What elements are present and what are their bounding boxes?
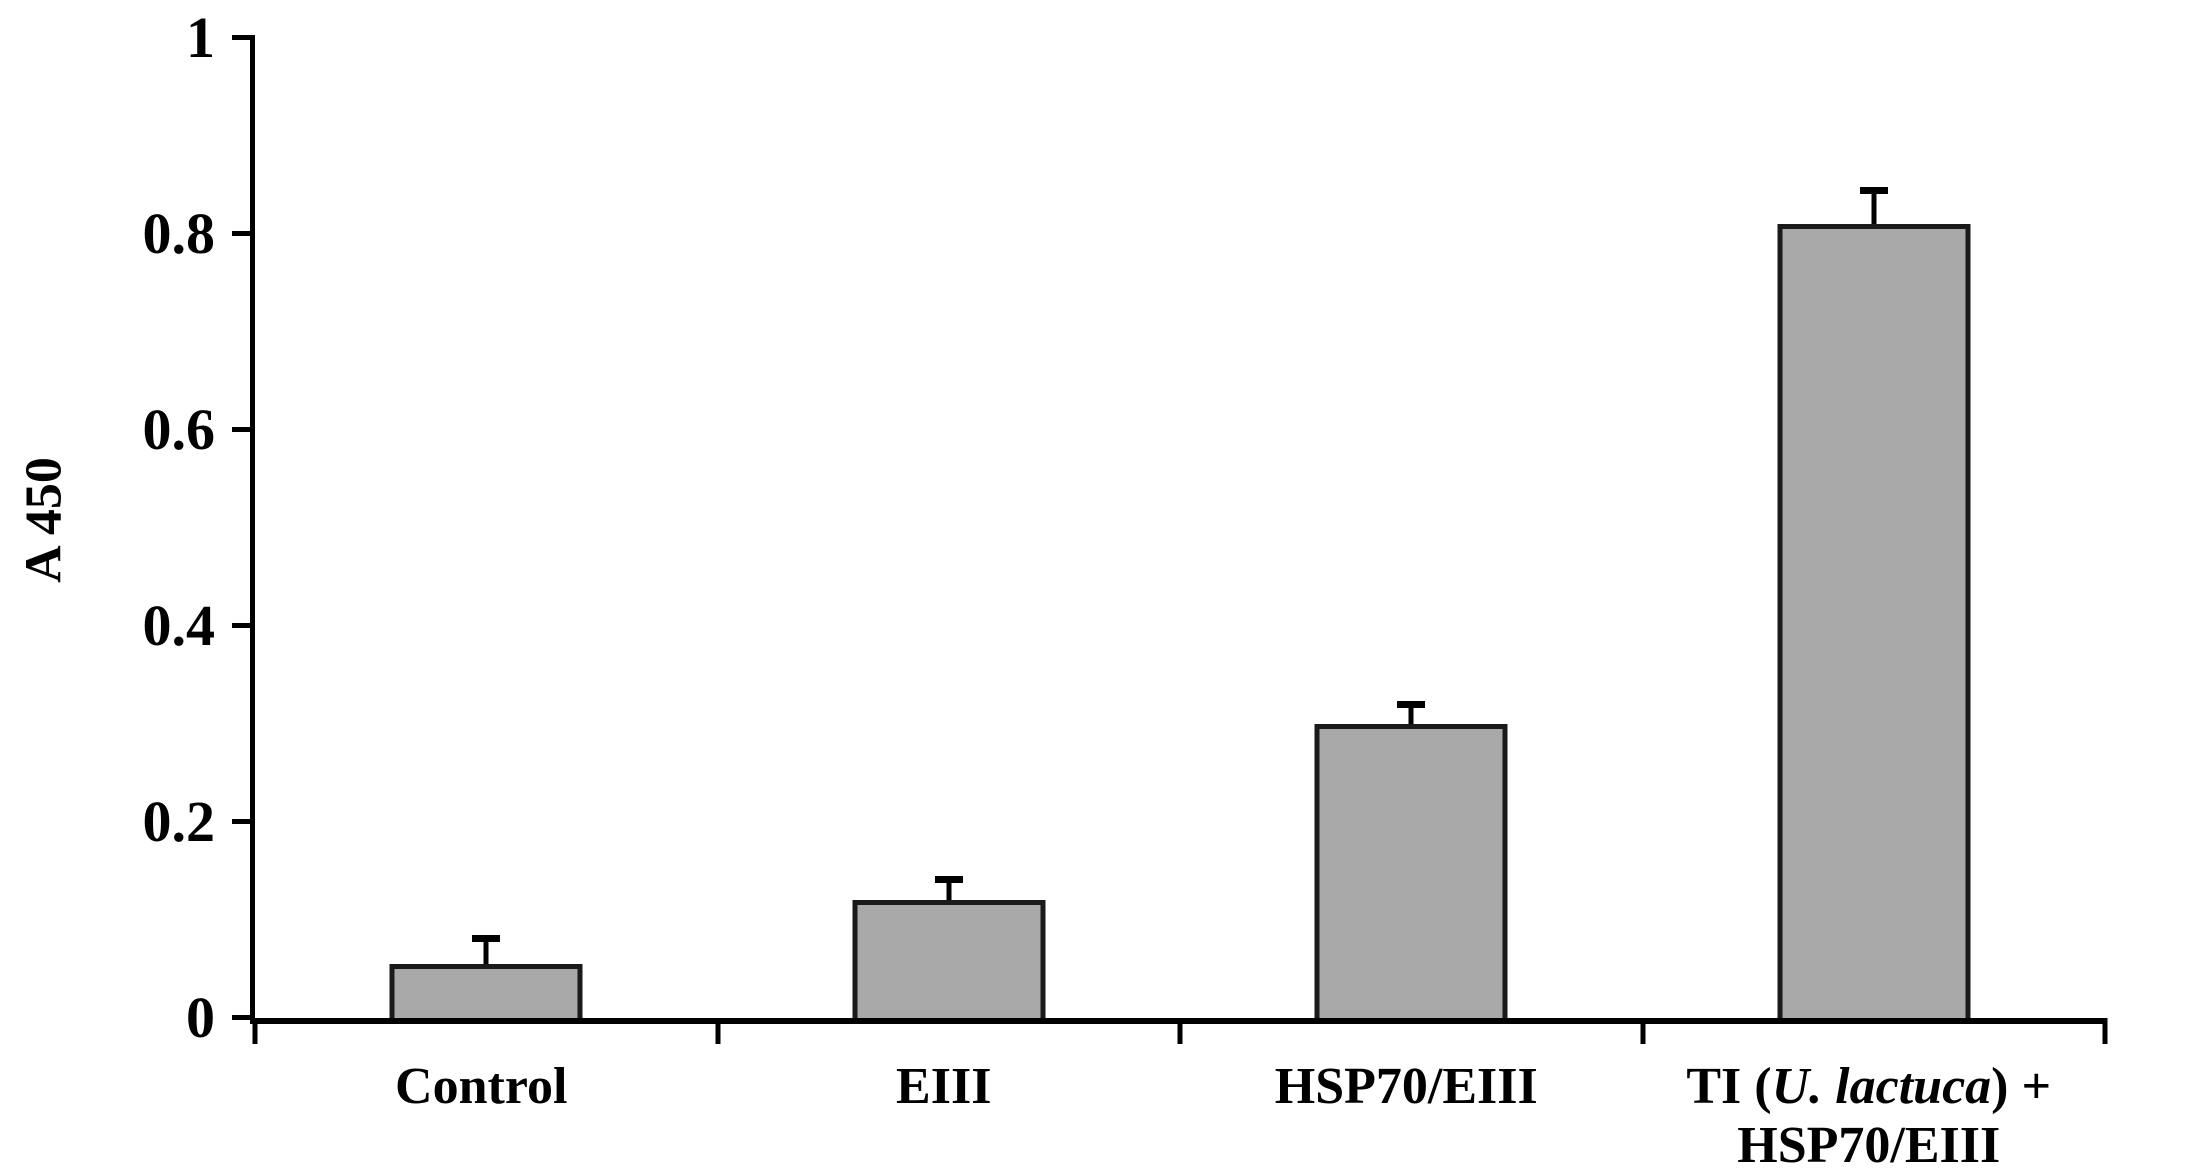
y-axis-tick xyxy=(232,623,255,628)
x-axis-category-label-line: Control xyxy=(395,1058,568,1115)
x-axis-tick xyxy=(2102,1018,2108,1044)
x-axis-category-label: EIII xyxy=(713,1058,1176,1117)
category-cell xyxy=(255,38,718,1018)
y-axis-title: A 450 xyxy=(15,457,73,583)
category-cell xyxy=(1180,38,1643,1018)
bar xyxy=(1314,724,1508,1018)
error-bar-cap xyxy=(472,934,501,942)
y-axis-tick-label: 0.8 xyxy=(142,201,216,266)
x-axis-category-label: TI (U. lactuca) + HSP70/EIII xyxy=(1638,1058,2101,1176)
x-axis-label-row: Control EIII HSP70/EIII TI (U. lactuca) + HS… xyxy=(250,1058,2100,1176)
x-axis-tick xyxy=(1640,1018,1645,1044)
x-axis-category-label-line: HSP70/EIII xyxy=(1737,1116,2001,1174)
y-axis-tick-label: 0.6 xyxy=(142,397,216,462)
error-bar-cap xyxy=(1397,701,1426,709)
error-bar-stem xyxy=(1408,701,1414,724)
x-axis-tick xyxy=(1177,1018,1183,1044)
y-axis-tick-label: 0 xyxy=(186,985,215,1050)
x-axis-category-label: Control xyxy=(250,1058,713,1117)
x-axis-tick xyxy=(252,1018,258,1044)
y-axis-tick xyxy=(232,1015,255,1020)
bar xyxy=(852,900,1046,1018)
category-cell xyxy=(1643,38,2106,1018)
error-bar-stem xyxy=(1871,186,1877,225)
error-bar-cap xyxy=(934,875,963,883)
y-axis-tick xyxy=(232,427,255,432)
error-bar-stem xyxy=(483,934,489,965)
bar xyxy=(389,964,583,1018)
x-axis-tick xyxy=(715,1018,720,1044)
x-axis-category-label-line: EIII xyxy=(896,1058,992,1115)
x-axis-category-label: HSP70/EIII xyxy=(1175,1058,1638,1117)
y-axis-tick-label: 1 xyxy=(186,5,215,70)
y-axis-tick-label: 0.4 xyxy=(142,593,216,658)
error-bar-cap xyxy=(1859,186,1888,194)
y-axis-tick xyxy=(232,231,255,236)
x-axis-category-label-line: TI (U. lactuca) + xyxy=(1686,1058,2052,1115)
y-axis-tick xyxy=(232,819,255,824)
error-bar-stem xyxy=(946,875,952,901)
y-axis-tick xyxy=(232,35,255,40)
y-axis-tick-label: 0.2 xyxy=(142,789,216,854)
x-axis-category-label-line: HSP70/EIII xyxy=(1274,1058,1538,1115)
category-cell xyxy=(718,38,1181,1018)
plot-area: 0 0.2 0.4 0.6 0.8 1 xyxy=(143,9,2108,1047)
bar xyxy=(1777,224,1971,1018)
